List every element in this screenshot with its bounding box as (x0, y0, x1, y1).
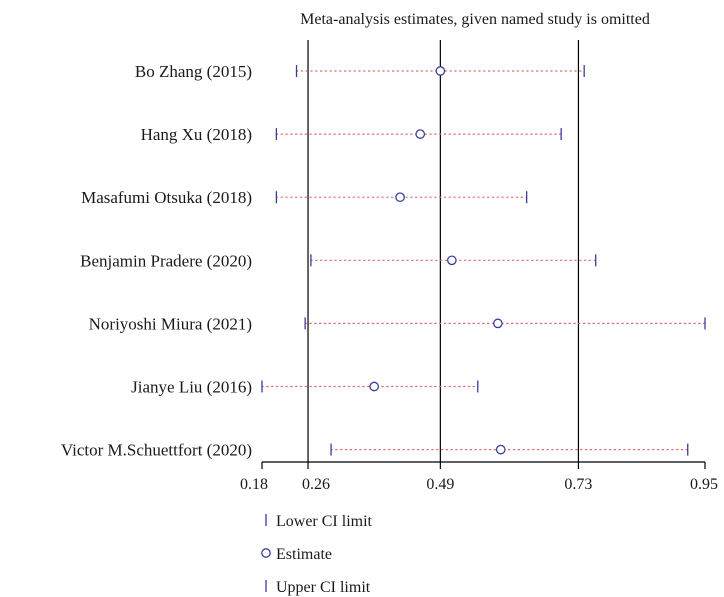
estimate-marker (495, 444, 506, 455)
study-row: Victor M.Schuettfort (2020) (61, 441, 689, 460)
study-label: Jianye Liu (2016) (131, 378, 252, 397)
x-axis: 0.18 0.26 0.49 0.73 0.95 (240, 461, 718, 493)
study-label: Bo Zhang (2015) (135, 62, 252, 81)
legend-label: Lower CI limit (276, 513, 373, 530)
x-tick-label: 0.73 (564, 476, 592, 493)
x-tick-label: 0.18 (240, 476, 268, 493)
estimate-marker (415, 129, 426, 139)
legend-item: Estimate (261, 546, 332, 563)
study-row: Benjamin Pradere (2020) (80, 251, 597, 270)
legend-label: Upper CI limit (276, 579, 371, 596)
legend-estimate-marker (261, 548, 271, 558)
estimate-marker (395, 192, 405, 203)
estimate-marker (493, 318, 503, 329)
study-label: Benjamin Pradere (2020) (80, 251, 252, 270)
study-rows: Bo Zhang (2015) Hang Xu (2018) Masafumi Ot… (61, 62, 706, 460)
legend: Lower CI limit Estimate Upper CI limit (261, 513, 373, 596)
estimate-marker (435, 66, 446, 76)
study-row: Noriyoshi Miura (2021) (89, 314, 706, 333)
legend-label: Estimate (276, 546, 332, 563)
legend-item: Upper CI limit (265, 579, 371, 596)
x-tick-label: 0.26 (302, 476, 330, 493)
legend-item: Lower CI limit (265, 513, 373, 530)
study-row: Jianye Liu (2016) (131, 378, 479, 397)
estimate-marker (369, 381, 380, 392)
study-label: Noriyoshi Miura (2021) (89, 314, 252, 333)
study-row: Hang Xu (2018) (141, 125, 562, 144)
x-tick-label: 0.49 (426, 476, 454, 493)
study-label: Hang Xu (2018) (141, 125, 252, 144)
x-tick-label: 0.95 (690, 476, 718, 493)
study-row: Bo Zhang (2015) (135, 62, 585, 81)
study-label: Masafumi Otsuka (2018) (81, 188, 252, 207)
reference-lines (307, 40, 580, 462)
estimate-marker (447, 255, 457, 266)
chart-title: Meta-analysis estimates, given named stu… (300, 11, 650, 28)
study-label: Victor M.Schuettfort (2020) (61, 441, 252, 460)
study-row: Masafumi Otsuka (2018) (81, 188, 528, 207)
